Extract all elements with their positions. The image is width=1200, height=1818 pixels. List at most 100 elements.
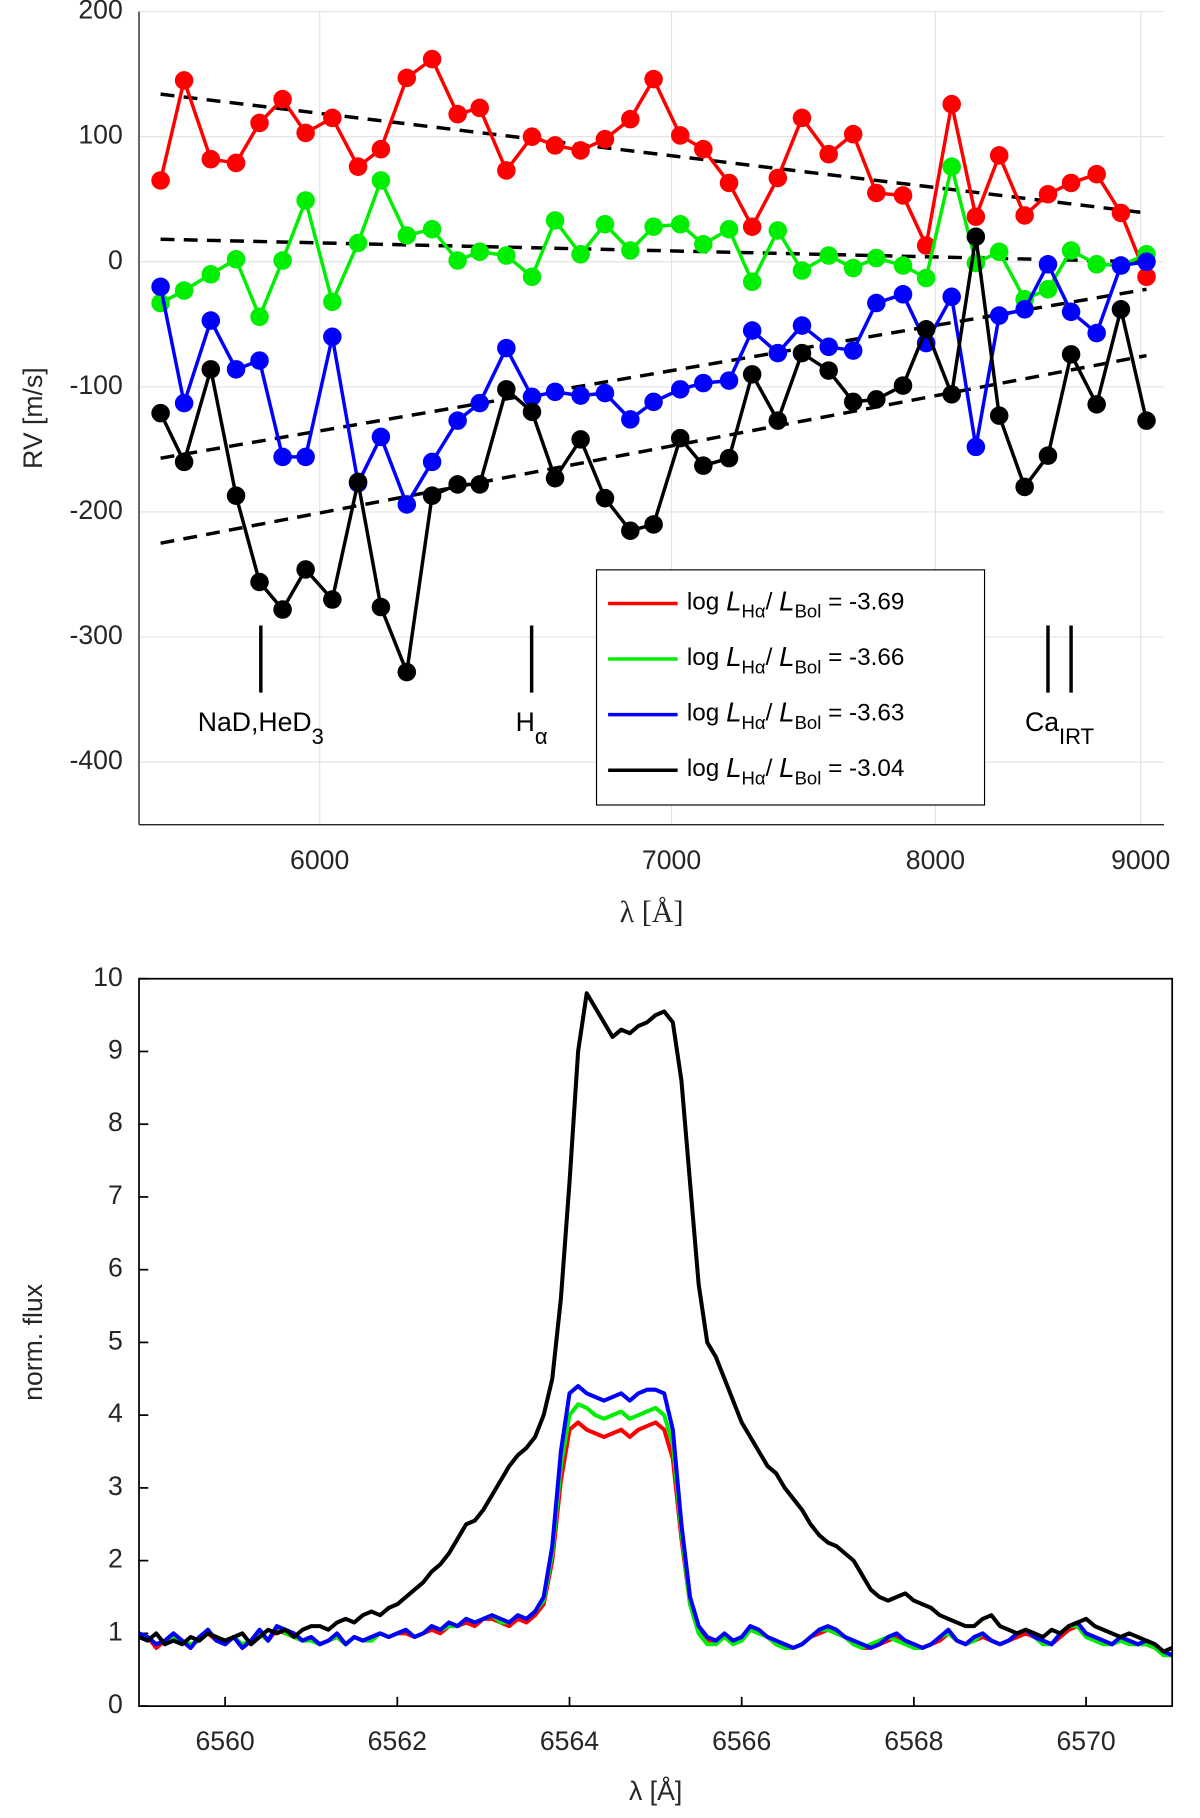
data-point [273, 447, 292, 467]
data-point [595, 214, 615, 234]
data-point [571, 141, 590, 160]
data-point [989, 406, 1009, 425]
data-point [174, 393, 194, 413]
data-point [966, 437, 986, 457]
data-point [719, 448, 739, 468]
annotation-sub: IRT [1059, 724, 1094, 749]
series-line [138, 1384, 1173, 1658]
legend-text-part: / [766, 700, 780, 727]
data-point [250, 572, 269, 592]
data-point [670, 214, 690, 234]
data-point [273, 251, 292, 270]
data-point [989, 306, 1009, 325]
data-point [670, 428, 690, 448]
data-point [1111, 256, 1131, 275]
data-point [422, 49, 442, 69]
data-point [644, 392, 663, 412]
trend-line [160, 287, 1147, 460]
x-tick-label: 6570 [1056, 1726, 1115, 1756]
data-point [201, 149, 221, 169]
x-tick-label: 6566 [712, 1726, 771, 1756]
y-axis-label: norm. flux [18, 1283, 48, 1401]
data-point [867, 390, 886, 409]
x-tick-label: 6568 [884, 1726, 943, 1756]
y-tick-label: 1 [108, 1616, 123, 1646]
annotation-text: NaD,HeD [198, 707, 312, 737]
data-point [942, 287, 961, 307]
x-tick-label: 8000 [906, 845, 965, 875]
data-point [1038, 255, 1058, 274]
annotation: CaIRT [1025, 707, 1094, 749]
data-point [694, 139, 713, 159]
legend-text-part: Bol [795, 767, 822, 788]
data-point [323, 327, 342, 347]
data-point [397, 226, 417, 245]
data-point [942, 94, 961, 114]
data-point [867, 248, 886, 268]
data-point [174, 452, 194, 472]
legend-text-part: Bol [795, 656, 822, 677]
data-point [742, 272, 762, 292]
data-point [1061, 173, 1081, 193]
data-point [250, 351, 269, 370]
data-point [151, 171, 170, 190]
data-point [989, 146, 1009, 165]
y-tick-label: 3 [108, 1471, 123, 1501]
legend-label: log LHα/ LBol = -3.69 [687, 586, 905, 622]
data-point [422, 486, 442, 505]
data-point [323, 108, 342, 128]
data-point [201, 311, 221, 330]
data-point [470, 475, 489, 494]
y-tick-label: 5 [108, 1325, 123, 1355]
data-point [768, 343, 788, 363]
data-point [1015, 477, 1034, 497]
x-tick-label: 6000 [290, 845, 349, 875]
data-point [644, 515, 663, 534]
data-point [497, 338, 516, 358]
data-point [151, 277, 170, 297]
data-point [296, 560, 315, 579]
data-point [348, 233, 368, 253]
data-point [470, 242, 489, 262]
y-tick-label: 10 [93, 962, 123, 992]
legend-text-part: Hα [742, 601, 766, 622]
data-point [694, 456, 713, 475]
legend-text-part: log [687, 756, 726, 783]
data-point [397, 68, 417, 88]
data-point [792, 316, 812, 335]
data-point [694, 234, 713, 254]
data-point [448, 475, 467, 494]
data-point [296, 123, 315, 143]
data-point [522, 387, 542, 407]
data-point [792, 261, 812, 280]
data-point [250, 307, 269, 327]
data-point [1015, 206, 1034, 225]
data-point [296, 191, 315, 210]
data-point [522, 127, 542, 146]
data-point [226, 486, 246, 505]
legend-text-part: L [726, 697, 741, 728]
y-tick-label: -300 [70, 620, 123, 650]
data-point [545, 211, 565, 230]
legend-text-part: L [779, 641, 794, 672]
data-point [397, 662, 417, 682]
data-point [151, 293, 170, 313]
y-tick-label: 0 [108, 245, 123, 275]
data-point [497, 161, 516, 180]
data-point [497, 380, 516, 399]
data-point [719, 371, 739, 390]
y-tick-label: -200 [70, 495, 123, 525]
data-point [497, 246, 516, 265]
legend-label: log LHα/ LBol = -3.63 [687, 697, 905, 733]
data-point [768, 411, 788, 430]
data-point [768, 168, 788, 188]
legend-text-part: L [726, 641, 741, 672]
data-point [719, 173, 739, 193]
data-point [1087, 255, 1106, 274]
data-point [1087, 395, 1106, 414]
data-point [670, 126, 690, 145]
data-point [422, 219, 442, 239]
data-point [916, 320, 936, 339]
x-tick-label: 6564 [540, 1726, 599, 1756]
y-tick-label: 100 [78, 120, 122, 150]
